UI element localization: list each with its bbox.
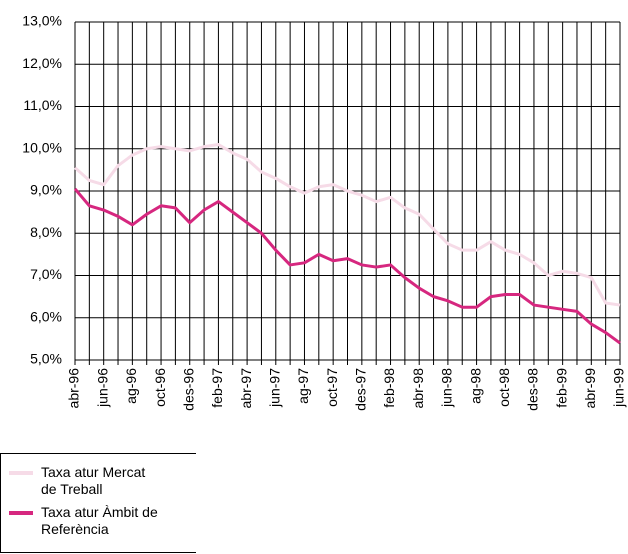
x-tick-label: abr-98	[410, 368, 426, 409]
x-tick-label: des-97	[353, 368, 369, 411]
x-tick-label: abr-99	[582, 368, 598, 409]
x-tick-label: jun-97	[266, 368, 282, 408]
x-tick-label: abr-97	[238, 368, 254, 409]
legend-entry: Taxa atur Àmbit de Referència	[9, 504, 196, 538]
x-tick-label: oct-98	[496, 368, 512, 407]
y-tick-label: 6,0%	[30, 308, 62, 324]
x-tick-label: ag-97	[295, 368, 311, 404]
x-tick-label: abr-96	[66, 368, 82, 409]
x-tick-label: feb-99	[553, 368, 569, 408]
x-tick-label: jun-98	[439, 368, 455, 408]
x-tick-label: feb-98	[381, 368, 397, 408]
legend-label: Taxa atur Mercat de Treball	[41, 464, 146, 497]
x-tick-label: des-98	[525, 368, 541, 411]
series-line	[73, 187, 621, 345]
legend-swatch	[9, 511, 33, 515]
legend-swatch	[9, 471, 33, 475]
y-tick-label: 7,0%	[30, 266, 62, 282]
y-tick-label: 13,0%	[22, 13, 62, 29]
x-tick-label: jun-99	[611, 368, 627, 408]
y-tick-label: 12,0%	[22, 55, 62, 71]
legend: Taxa atur Mercat de Treball Taxa atur Àmb…	[0, 453, 196, 553]
x-tick-label: jun-96	[94, 368, 110, 408]
x-tick-label: des-96	[180, 368, 196, 411]
legend-label: Taxa atur Àmbit de Referència	[41, 504, 158, 537]
series-line	[74, 143, 621, 307]
x-tick-label: ag-98	[467, 368, 483, 404]
x-tick-label: oct-97	[324, 368, 340, 407]
x-tick-label: ag-96	[123, 368, 139, 404]
y-tick-label: 5,0%	[30, 351, 62, 367]
chart: 5,0% 6,0% 7,0% 8,0% 9,0% 10,0% 11,0% 12,0% 13,0%…	[22, 13, 627, 411]
y-tick-label: 8,0%	[30, 224, 62, 240]
legend-entry: Taxa atur Mercat de Treball	[9, 464, 196, 498]
x-tick-label: feb-97	[209, 368, 225, 408]
x-tick-label: oct-96	[152, 368, 168, 407]
y-tick-label: 10,0%	[22, 139, 62, 155]
y-tick-label: 11,0%	[23, 97, 62, 113]
y-tick-label: 9,0%	[30, 182, 62, 198]
